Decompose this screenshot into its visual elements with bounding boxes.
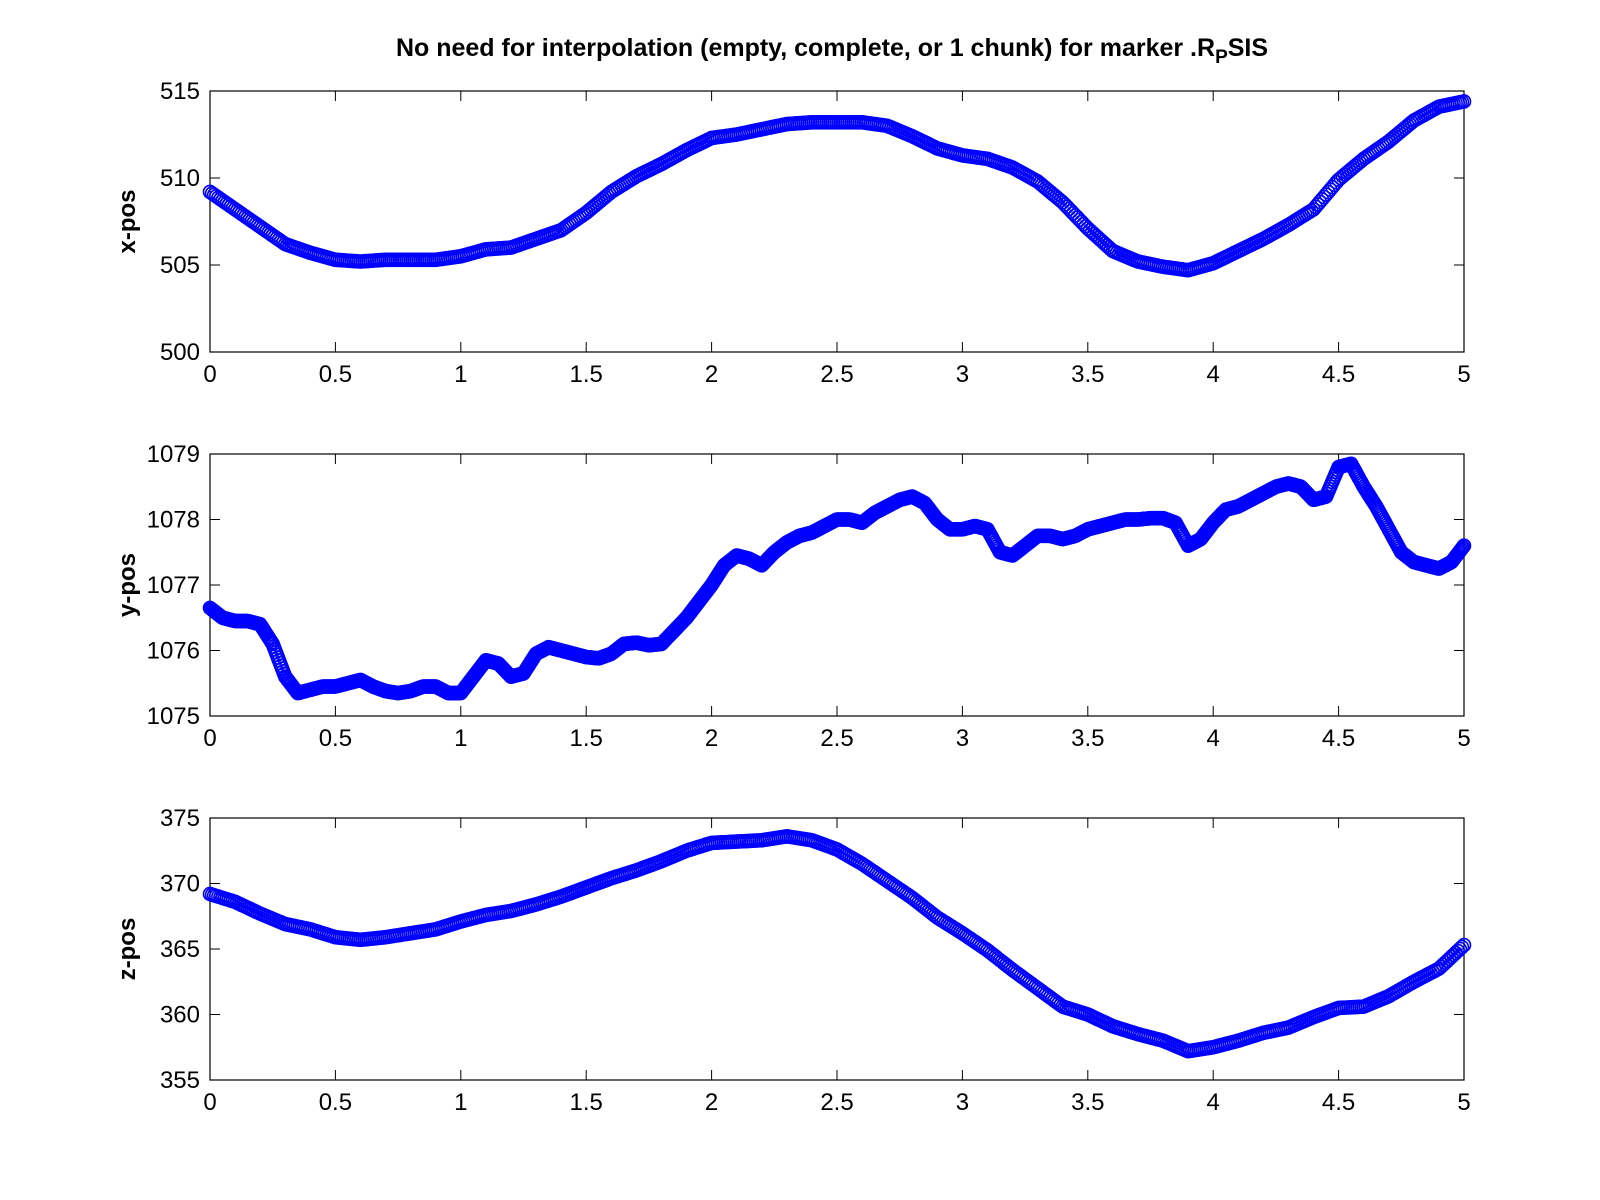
x-tick-label: 0 [203, 361, 216, 388]
x-tick-label: 4 [1207, 725, 1220, 752]
x-tick-label: 5 [1457, 725, 1470, 752]
y-tick-label: 515 [160, 78, 200, 105]
y-tick-label: 365 [160, 936, 200, 963]
x-tick-label: 2 [705, 1089, 718, 1116]
x-tick-label: 4.5 [1322, 1089, 1355, 1116]
x-tick-label: 2.5 [820, 725, 853, 752]
y-tick-label: 370 [160, 871, 200, 898]
data-point [1456, 94, 1472, 109]
y-tick-label: 375 [160, 805, 200, 832]
series-markers-ypos [202, 456, 1472, 701]
axes-box-xpos [209, 90, 1465, 353]
subplot-ypos: 0 0.5 1 1.5 2 2.5 3 3.5 4 4.5 5 1075 1076 1077 1078 107… [114, 441, 1472, 752]
x-tick-label: 4.5 [1322, 361, 1355, 388]
x-tick-label: 2.5 [820, 361, 853, 388]
data-point [1454, 541, 1470, 556]
x-tick-label: 0 [203, 1089, 216, 1116]
x-tick-label: 1.5 [570, 361, 603, 388]
x-tick-label: 0.5 [319, 1089, 352, 1116]
figure-title-tail: SIS [1228, 34, 1268, 62]
data-point [1456, 538, 1472, 554]
x-tick-label: 3.5 [1071, 1089, 1104, 1116]
data-point [1452, 941, 1468, 957]
x-tick-label: 5 [1457, 361, 1470, 388]
x-tick-label: 2.5 [820, 1089, 853, 1116]
data-point [1454, 939, 1470, 955]
x-tick-label: 2 [705, 725, 718, 752]
x-tick-label: 4.5 [1322, 725, 1355, 752]
series-markers-xpos [202, 94, 1472, 278]
y-tick-label: 500 [160, 339, 200, 366]
x-tick-label: 1 [454, 361, 467, 388]
subplot-xpos: 0 0.5 1 1.5 2 2.5 3 3.5 4 4.5 5 500 505 510 515 x-pos [114, 78, 1472, 388]
y-tick-label: 1075 [147, 703, 200, 730]
x-tick-label: 1 [454, 725, 467, 752]
x-tick-label: 0.5 [319, 361, 352, 388]
figure-title-main: No need for interpolation (empty, comple… [396, 34, 1215, 62]
x-tick-label: 1 [454, 1089, 467, 1116]
data-point [1456, 937, 1472, 953]
x-tick-label: 3 [956, 725, 969, 752]
figure-title: No need for interpolation (empty, comple… [396, 34, 1268, 68]
series-markers-zpos [202, 829, 1472, 1059]
x-tick-label: 4 [1207, 1089, 1220, 1116]
y-tick-label: 510 [160, 165, 200, 192]
x-tick-label: 3.5 [1071, 725, 1104, 752]
y-tick-label: 1077 [147, 572, 200, 599]
data-point [1455, 539, 1471, 555]
x-tick-label: 2 [705, 361, 718, 388]
y-tick-label: 355 [160, 1067, 200, 1094]
x-tick-label: 1.5 [570, 1089, 603, 1116]
y-axis-label-xpos: x-pos [114, 189, 141, 253]
subplot-zpos: 0 0.5 1 1.5 2 2.5 3 3.5 4 4.5 5 355 360 365 370 375 z-po… [114, 805, 1472, 1116]
y-tick-label: 1076 [147, 638, 200, 665]
data-point [1453, 542, 1469, 558]
y-axis-label-zpos: z-pos [114, 918, 141, 981]
x-tick-label: 1.5 [570, 725, 603, 752]
y-tick-label: 1079 [147, 441, 200, 468]
x-tick-label: 3.5 [1071, 361, 1104, 388]
x-tick-label: 0 [203, 725, 216, 752]
x-tick-label: 4 [1207, 361, 1220, 388]
y-axis-label-ypos: y-pos [114, 553, 141, 617]
x-tick-label: 3 [956, 361, 969, 388]
x-tick-label: 3 [956, 1089, 969, 1116]
x-tick-label: 0.5 [319, 725, 352, 752]
y-tick-label: 1078 [147, 507, 200, 534]
figure-title-subscript: P [1215, 47, 1228, 68]
x-tick-label: 5 [1457, 1089, 1470, 1116]
y-tick-label: 360 [160, 1002, 200, 1029]
y-tick-label: 505 [160, 252, 200, 279]
